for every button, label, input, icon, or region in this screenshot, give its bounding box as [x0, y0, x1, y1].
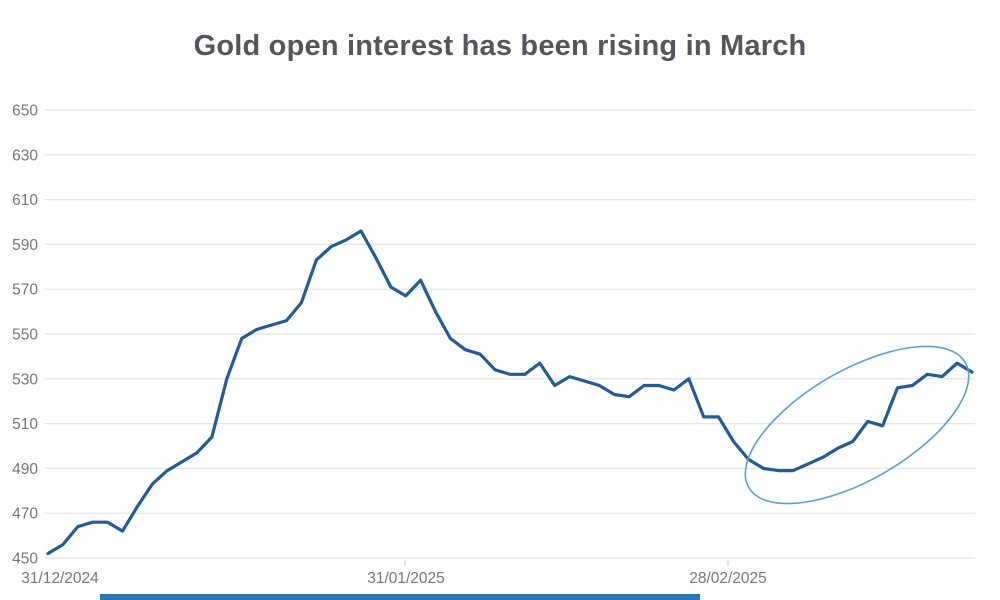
y-axis-label: 570: [12, 282, 38, 299]
y-axis-label: 470: [12, 506, 38, 523]
footer-bar: [100, 594, 700, 600]
x-axis-label: 31/12/2024: [21, 570, 99, 587]
y-axis-label: 610: [12, 192, 38, 209]
y-axis-label: 490: [12, 461, 38, 478]
y-axis-label: 650: [12, 103, 38, 120]
x-axis-label: 28/02/2025: [689, 570, 767, 587]
y-axis-label: 450: [12, 551, 38, 568]
series-line-gold-open-interest: [46, 229, 974, 556]
x-axis-label: 31/01/2025: [367, 570, 445, 587]
annotation-ellipse-march-rise: [744, 345, 970, 505]
y-axis-label: 590: [12, 237, 38, 254]
y-axis-label: 510: [12, 416, 38, 433]
gold-open-interest-line-chart: 450 470 490 510 530 550 570 590 610 630 650 31/12/2…: [12, 103, 975, 587]
y-axis-label: 550: [12, 327, 38, 344]
y-axis-label: 530: [12, 371, 38, 388]
chart-title: Gold open interest has been rising in Ma…: [193, 30, 807, 62]
y-axis-label: 630: [12, 147, 38, 164]
